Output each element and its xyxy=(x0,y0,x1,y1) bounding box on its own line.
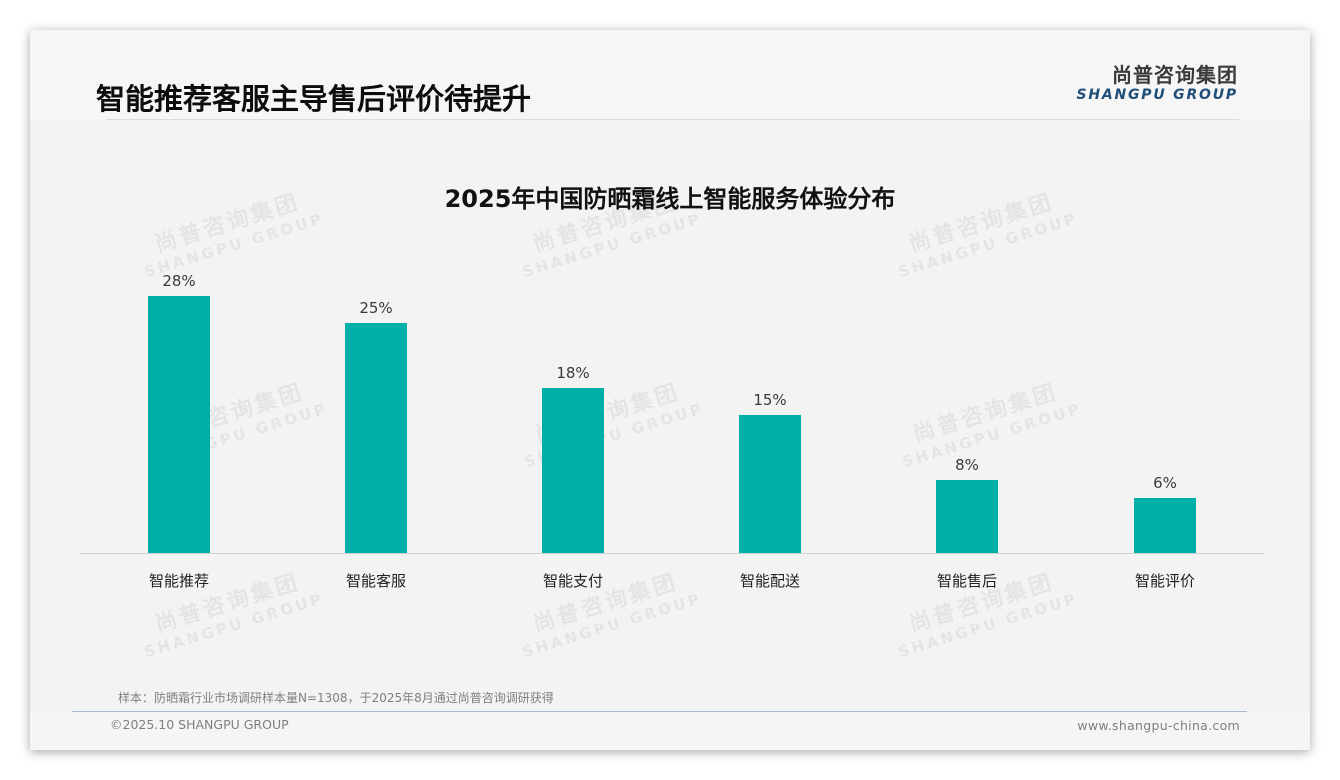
header-band xyxy=(30,30,1310,120)
x-axis-line xyxy=(80,553,1264,554)
title-divider xyxy=(106,119,1239,120)
bar xyxy=(739,415,801,553)
chart-title: 2025年中国防晒霜线上智能服务体验分布 xyxy=(444,185,896,213)
category-label: 智能配送 xyxy=(739,572,800,590)
logo-en-text: SHANGPU GROUP xyxy=(1076,87,1238,103)
bar-value-label: 6% xyxy=(1153,474,1177,492)
bar xyxy=(1134,498,1196,553)
copyright-text: ©2025.10 SHANGPU GROUP xyxy=(110,717,289,732)
bar-value-label: 25% xyxy=(359,299,393,317)
bar-value-label: 18% xyxy=(556,364,590,382)
footer-divider xyxy=(72,711,1247,712)
category-label: 智能支付 xyxy=(542,572,603,590)
category-label: 智能推荐 xyxy=(148,572,209,590)
category-label: 智能客服 xyxy=(345,572,406,590)
sample-note: 样本：防晒霜行业市场调研样本量N=1308，于2025年8月通过尚普咨询调研获得 xyxy=(118,691,554,705)
bar-value-label: 15% xyxy=(753,391,787,409)
bar xyxy=(148,296,210,553)
slide: 智能推荐客服主导售后评价待提升 尚普咨询集团 SHANGPU GROUP 尚普咨… xyxy=(30,30,1310,750)
bar-value-label: 28% xyxy=(162,272,196,290)
bar xyxy=(345,323,407,553)
company-logo: 尚普咨询集团 SHANGPU GROUP xyxy=(1076,63,1238,103)
category-label: 智能评价 xyxy=(1134,572,1195,590)
footer-band xyxy=(30,712,1310,750)
logo-cn-text: 尚普咨询集团 xyxy=(1112,63,1238,87)
bar xyxy=(542,388,604,553)
website-link[interactable]: www.shangpu-china.com xyxy=(1077,718,1240,733)
bar xyxy=(936,480,998,553)
page-title: 智能推荐客服主导售后评价待提升 xyxy=(96,82,532,116)
category-label: 智能售后 xyxy=(936,572,997,590)
bar-value-label: 8% xyxy=(955,456,979,474)
